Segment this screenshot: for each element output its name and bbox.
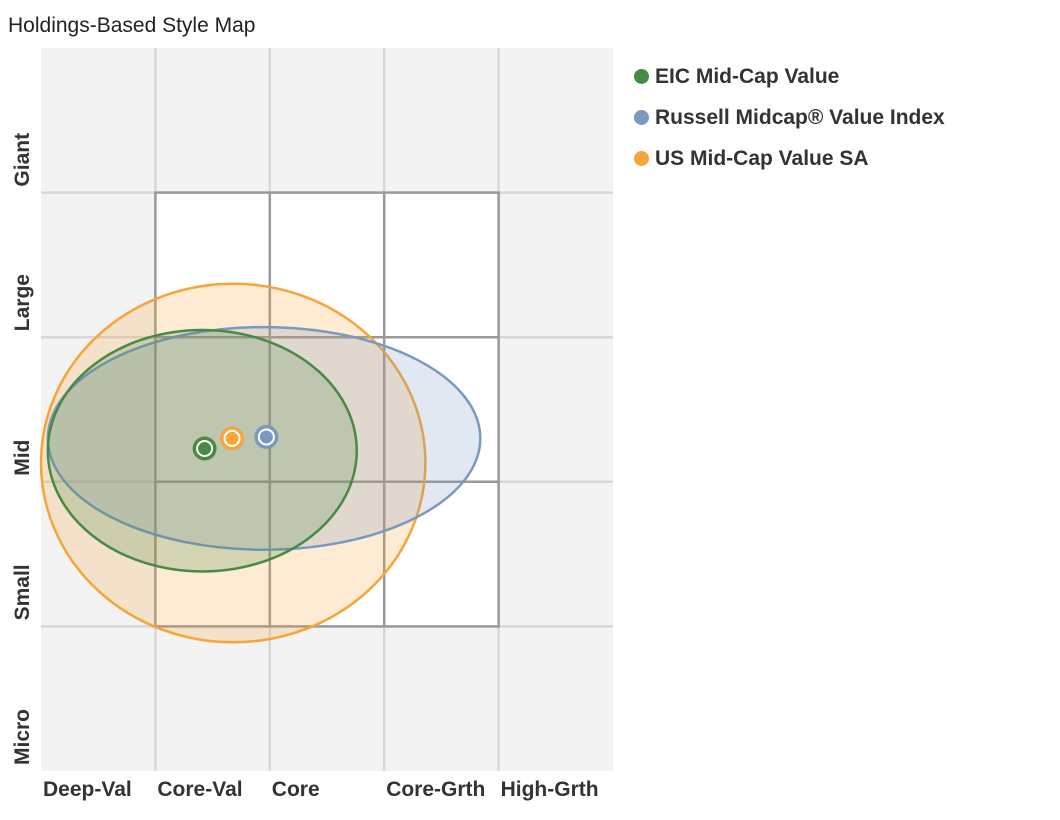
legend-item: EIC Mid-Cap Value — [634, 56, 945, 97]
y-tick-label: Micro — [11, 709, 34, 765]
legend-swatch — [634, 110, 649, 125]
y-tick-label: Large — [11, 274, 34, 331]
style-box — [154, 191, 500, 628]
legend-swatch — [634, 151, 649, 166]
x-tick-label: Core — [272, 778, 320, 801]
chart-title: Holdings-Based Style Map — [8, 14, 256, 37]
x-tick-label: Core-Grth — [386, 778, 485, 801]
legend-swatch — [634, 69, 649, 84]
legend-label: EIC Mid-Cap Value — [655, 64, 840, 88]
x-tick-label: High-Grth — [501, 778, 599, 801]
series-point-center — [196, 440, 214, 458]
series-ellipse — [39, 282, 427, 644]
legend-label: Russell Midcap® Value Index — [655, 105, 945, 129]
x-tick-label: Core-Val — [157, 778, 242, 801]
y-tick-label: Mid — [11, 440, 34, 476]
y-tick-label: Giant — [11, 133, 34, 187]
series-point-center — [223, 429, 241, 447]
legend-item: Russell Midcap® Value Index — [634, 97, 945, 138]
series-point-center — [257, 428, 275, 446]
y-tick-label: Small — [11, 564, 34, 620]
legend-label: US Mid-Cap Value SA — [655, 146, 869, 170]
legend: EIC Mid-Cap Value Russell Midcap® Value … — [634, 56, 945, 179]
x-tick-label: Deep-Val — [43, 778, 132, 801]
legend-item: US Mid-Cap Value SA — [634, 138, 945, 179]
